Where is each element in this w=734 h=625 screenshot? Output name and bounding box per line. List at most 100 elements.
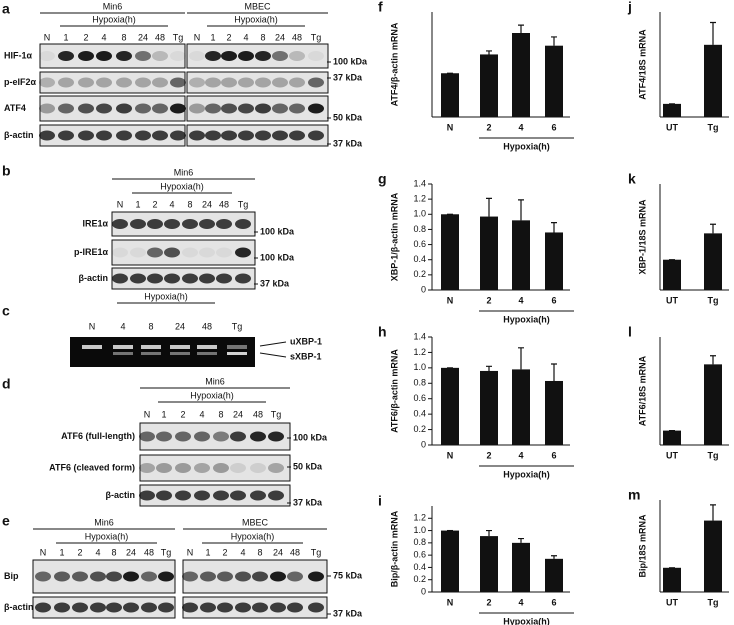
lane-label: N bbox=[187, 547, 194, 557]
marker-label: 75 kDa bbox=[333, 570, 363, 580]
blot-band bbox=[238, 103, 254, 114]
blot-band bbox=[217, 602, 233, 613]
blot-band bbox=[170, 103, 186, 114]
blot-band bbox=[235, 219, 251, 229]
blot-band bbox=[205, 130, 221, 141]
bar bbox=[663, 103, 681, 117]
blot-band bbox=[199, 247, 215, 258]
blot-band bbox=[72, 571, 88, 582]
blot-band bbox=[164, 219, 180, 229]
panel-letter: f bbox=[378, 0, 383, 15]
blot-band bbox=[90, 602, 106, 613]
lane-label: N bbox=[40, 547, 47, 557]
lane-label: N bbox=[117, 199, 124, 209]
x-tick-label: Tg bbox=[708, 295, 719, 305]
bar bbox=[704, 364, 722, 445]
blot-band bbox=[152, 51, 168, 61]
blot-band bbox=[213, 463, 229, 473]
marker-label: 37 kDa bbox=[333, 72, 363, 82]
lane-label: 8 bbox=[148, 321, 153, 331]
blot-band bbox=[135, 77, 151, 88]
blot-band bbox=[147, 219, 163, 229]
blot-band bbox=[308, 571, 324, 582]
x-tick-label: 2 bbox=[486, 597, 491, 607]
lane-label: Tg bbox=[238, 199, 249, 209]
group-subtitle: Hypoxia(h) bbox=[234, 14, 278, 24]
blot-band bbox=[289, 77, 305, 88]
blot-band bbox=[268, 463, 284, 473]
bar bbox=[441, 367, 459, 445]
lane-label: 24 bbox=[175, 321, 185, 331]
blot-band bbox=[235, 273, 251, 284]
x-tick-label: 4 bbox=[518, 597, 523, 607]
blot-band bbox=[112, 247, 128, 258]
lane-label: 1 bbox=[135, 199, 140, 209]
blot-band bbox=[268, 431, 284, 442]
row-label: ATF6 (full-length) bbox=[61, 431, 135, 441]
blot-band bbox=[170, 51, 186, 61]
blot-strip bbox=[186, 71, 329, 94]
blot-band bbox=[200, 602, 216, 613]
blot-band bbox=[164, 247, 180, 258]
y-tick-label: 1.4 bbox=[413, 178, 426, 188]
x-tick-label: Tg bbox=[708, 122, 719, 132]
x-tick-label: UT bbox=[666, 295, 678, 305]
blot-band bbox=[255, 103, 271, 114]
bar bbox=[663, 567, 681, 592]
blot-band bbox=[175, 490, 191, 501]
lane-label: Tg bbox=[271, 409, 282, 419]
row-label: ATF4 bbox=[4, 103, 26, 113]
blot-band bbox=[238, 51, 254, 61]
group-title: Min6 bbox=[94, 517, 114, 527]
error-bar bbox=[710, 21, 716, 45]
blot-band bbox=[308, 130, 324, 141]
blot-band bbox=[250, 490, 266, 501]
y-axis-label: ATF6/β-actin mRNA bbox=[389, 349, 399, 433]
blot-band bbox=[235, 602, 251, 613]
y-axis-label: Bip/β-actin mRNA bbox=[389, 510, 399, 587]
blot-band bbox=[139, 490, 155, 501]
y-axis-label: ATF4/18S mRNA bbox=[637, 29, 647, 100]
y-tick-label: 0.8 bbox=[413, 224, 426, 234]
blot-band bbox=[200, 571, 216, 582]
y-tick-label: 1.2 bbox=[413, 347, 426, 357]
panel-letter: a bbox=[2, 1, 10, 17]
blot-band bbox=[130, 247, 146, 258]
blot-band bbox=[54, 602, 70, 613]
blot-band bbox=[39, 77, 55, 88]
marker-label: 100 kDa bbox=[333, 56, 368, 66]
panel-letter: k bbox=[628, 171, 636, 187]
gel-band bbox=[141, 345, 161, 349]
blot-band bbox=[116, 130, 132, 141]
y-tick-label: 0 bbox=[421, 586, 426, 596]
blot-band bbox=[164, 273, 180, 284]
blot-band bbox=[252, 602, 268, 613]
lane-label: 24 bbox=[233, 409, 243, 419]
blot-band bbox=[96, 103, 112, 114]
error-bar bbox=[551, 36, 557, 46]
blot-band bbox=[230, 431, 246, 442]
blot-band bbox=[78, 130, 94, 141]
group-title: Min6 bbox=[174, 167, 194, 177]
lane-label: 8 bbox=[187, 199, 192, 209]
arrow bbox=[259, 352, 287, 358]
x-tick-label: 2 bbox=[486, 450, 491, 460]
x-tick-label: 6 bbox=[551, 450, 556, 460]
y-tick-label: 1.4 bbox=[413, 331, 426, 341]
bar bbox=[704, 520, 722, 592]
lane-label: 2 bbox=[226, 32, 231, 42]
group-subtitle: Hypoxia(h) bbox=[190, 390, 234, 400]
blot-band bbox=[158, 571, 174, 582]
group-subtitle: Hypoxia(h) bbox=[92, 14, 136, 24]
error-bar bbox=[518, 347, 524, 370]
blot-band bbox=[96, 51, 112, 61]
blot-band bbox=[272, 51, 288, 61]
lane-label: 48 bbox=[155, 32, 165, 42]
error-bar bbox=[551, 222, 557, 233]
lane-label: 4 bbox=[240, 547, 245, 557]
blot-band bbox=[308, 51, 324, 61]
blot-band bbox=[217, 571, 233, 582]
y-tick-label: 0.2 bbox=[413, 424, 426, 434]
panel-letter: m bbox=[628, 487, 640, 503]
lane-label: 48 bbox=[219, 199, 229, 209]
